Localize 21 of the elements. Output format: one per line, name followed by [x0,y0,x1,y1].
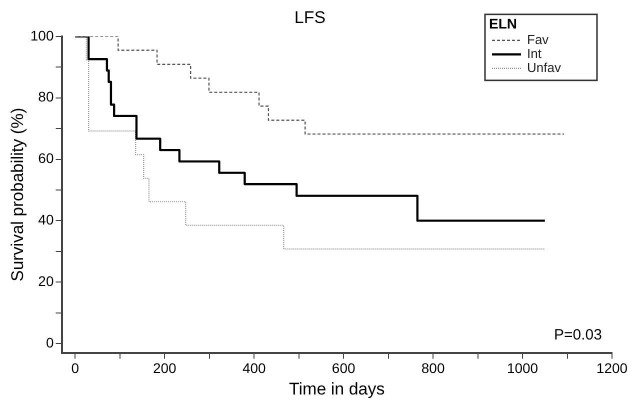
y-tick-label: 80 [38,88,54,105]
y-tick-label: 0 [46,334,54,350]
chart-title: LFS [294,8,326,27]
y-tick-label: 40 [38,212,54,228]
legend-label: Fav [527,32,550,47]
y-tick-label: 20 [38,273,54,290]
x-tick-label: 800 [421,360,445,376]
x-tick-label: 200 [152,360,177,376]
x-tick-label: 0 [71,360,80,376]
y-tick-label: 100 [30,27,54,44]
x-tick-label: 1200 [596,360,628,376]
x-tick-label: 1000 [506,360,538,376]
legend-label: Int [527,46,542,61]
legend-title: ELN [489,15,517,32]
y-tick-label: 60 [38,150,54,166]
annotation: P=0.03 [554,326,602,344]
x-tick-label: 400 [242,360,266,376]
x-axis-title: Time in days [289,379,385,398]
y-axis-title: Survival probability (%) [8,108,27,282]
x-tick-label: 600 [332,360,356,376]
legend-label: Unfav [527,60,562,75]
